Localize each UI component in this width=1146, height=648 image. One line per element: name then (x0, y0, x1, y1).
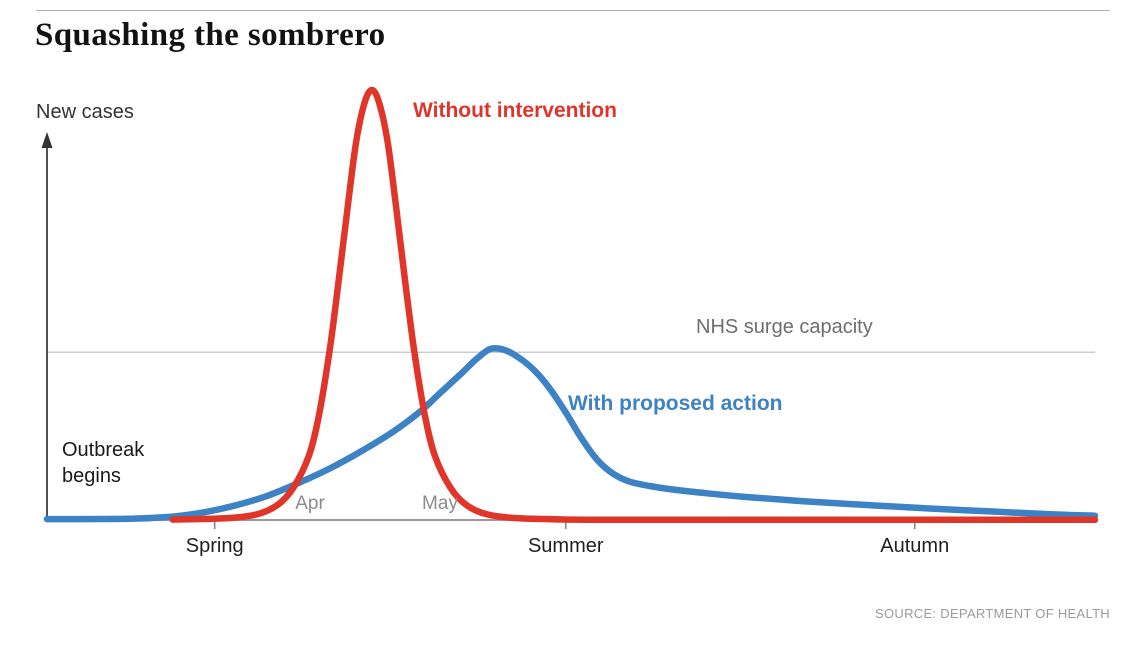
source-credit: SOURCE: DEPARTMENT OF HEALTH (875, 606, 1110, 621)
top-divider (36, 10, 1110, 11)
x-tick-label-autumn: Autumn (880, 535, 950, 557)
outbreak-annotation: Outbreak begins (62, 439, 145, 488)
x-tick-label-summer: Summer (527, 535, 604, 557)
y-axis-label: New cases (36, 101, 134, 123)
series-label-with-proposed-action: With proposed action (568, 392, 783, 415)
month-label-may: May (422, 493, 458, 514)
y-axis-arrow (41, 132, 53, 148)
month-label-apr: Apr (295, 493, 325, 514)
chart-title: Squashing the sombrero (35, 17, 386, 53)
series-label-without-intervention: Without intervention (413, 99, 617, 122)
capacity-line-label: NHS surge capacity (696, 316, 873, 338)
series-line-with-proposed-action (43, 344, 1099, 523)
series-line-without-intervention (169, 86, 1099, 524)
x-tick-label-spring: Spring (185, 535, 244, 557)
